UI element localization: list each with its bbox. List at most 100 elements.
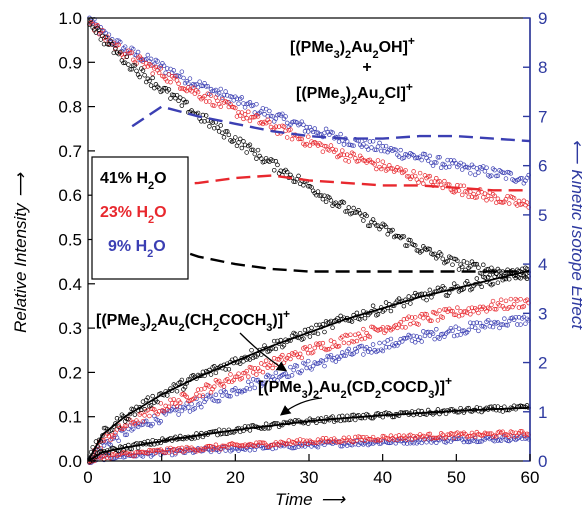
data-point: [511, 195, 517, 201]
annotation-cd: [(PMe3)2Au2(CD2COCD3)]+: [258, 374, 452, 401]
data-point: [212, 364, 217, 369]
data-point: [236, 371, 241, 376]
data-point: [249, 114, 254, 120]
data-point: [199, 387, 204, 392]
left-tick-label: 0.8: [58, 98, 82, 117]
arrow-cd: [279, 397, 323, 416]
data-point: [129, 50, 134, 55]
data-point: [487, 431, 493, 436]
data-point: [401, 234, 407, 239]
data-point: [440, 185, 446, 191]
data-point: [398, 147, 403, 153]
data-point: [174, 388, 180, 394]
data-point: [215, 125, 220, 130]
data-point: [179, 377, 185, 383]
data-point: [435, 155, 441, 160]
data-point: [500, 170, 505, 175]
data-point: [481, 195, 486, 200]
data-point: [100, 28, 105, 33]
data-point: [203, 99, 209, 104]
data-point: [400, 324, 405, 330]
data-point: [378, 437, 384, 443]
data-point: [318, 193, 324, 198]
right-tick-label: 3: [538, 304, 547, 323]
scatter-reactant-2: [87, 15, 531, 186]
data-point: [239, 376, 245, 381]
data-point: [492, 306, 497, 312]
data-point: [495, 280, 501, 285]
data-point: [382, 340, 387, 345]
data-point: [437, 155, 442, 160]
data-point: [494, 307, 499, 312]
data-point: [487, 306, 493, 312]
data-point: [485, 317, 491, 323]
data-point: [395, 233, 400, 239]
data-point: [359, 336, 364, 342]
data-point: [348, 332, 353, 337]
data-point: [215, 399, 220, 404]
data-point: [234, 96, 240, 101]
data-point: [437, 179, 442, 184]
svg-text:⟵Kinetic Isotope Effect: ⟵Kinetic Isotope Effect: [568, 139, 582, 330]
data-point: [432, 435, 437, 441]
data-point: [140, 419, 146, 424]
data-point: [237, 361, 243, 366]
data-point: [304, 347, 309, 352]
data-point: [419, 248, 424, 254]
data-point: [226, 393, 232, 399]
data-point: [492, 438, 497, 444]
x-tick-label: 10: [152, 468, 171, 487]
data-point: [459, 312, 465, 318]
data-point: [320, 149, 326, 154]
data-point: [291, 179, 296, 184]
data-point: [93, 30, 99, 35]
data-point: [322, 130, 327, 136]
data-point: [482, 169, 488, 174]
data-point: [280, 352, 285, 358]
data-point: [302, 327, 308, 333]
data-point: [458, 309, 463, 314]
data-point: [270, 158, 275, 163]
data-point: [169, 400, 175, 406]
x-axis-title: Time ⟶: [275, 490, 346, 509]
data-point: [437, 308, 442, 313]
data-point: [388, 308, 394, 314]
data-point: [367, 139, 373, 144]
data-point: [502, 306, 507, 311]
data-point: [476, 439, 481, 445]
data-point: [130, 426, 136, 432]
data-point: [479, 284, 484, 289]
data-point: [344, 209, 350, 214]
data-point: [476, 328, 481, 334]
data-point: [412, 243, 418, 248]
data-point: [182, 448, 188, 453]
left-tick-label: 1.0: [58, 9, 82, 28]
data-point: [249, 347, 254, 353]
data-point: [270, 442, 275, 448]
data-point: [254, 101, 259, 107]
data-point: [417, 335, 423, 340]
data-point: [427, 287, 433, 293]
data-point: [476, 310, 481, 316]
data-point: [362, 315, 368, 321]
data-point: [328, 198, 334, 203]
data-point: [166, 450, 172, 455]
data-point: [411, 333, 416, 339]
scatter-product_h-1: [87, 296, 531, 465]
data-point: [246, 379, 251, 385]
data-point: [521, 304, 527, 309]
data-point: [203, 84, 209, 89]
data-point: [341, 340, 347, 346]
data-point: [108, 437, 113, 443]
data-point: [474, 261, 480, 267]
data-point: [485, 431, 491, 436]
data-point: [161, 85, 167, 91]
data-point: [124, 416, 129, 422]
data-point: [401, 317, 407, 322]
data-point: [492, 167, 497, 173]
data-point: [427, 173, 433, 179]
data-point: [142, 406, 147, 412]
data-point: [490, 281, 496, 287]
data-point: [174, 92, 180, 98]
data-point: [260, 445, 266, 451]
